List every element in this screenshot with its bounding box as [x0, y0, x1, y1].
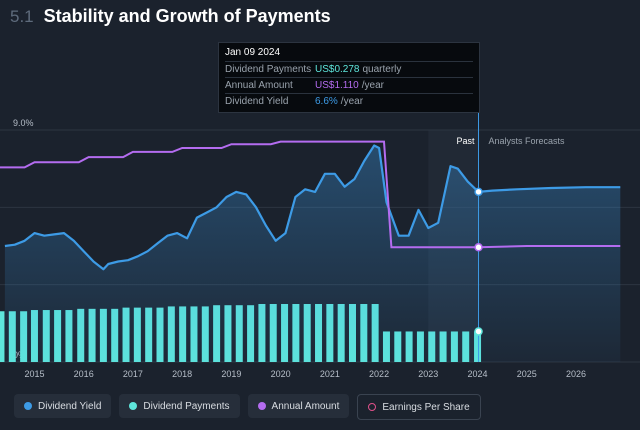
tooltip-value: US$0.278 — [315, 64, 360, 75]
legend-label: Dividend Yield — [38, 400, 102, 412]
x-tick-label: 2020 — [271, 369, 291, 379]
tooltip-value: 6.6% — [315, 96, 338, 107]
x-tick-label: 2016 — [74, 369, 94, 379]
x-tick-label: 2017 — [123, 369, 143, 379]
yield-area — [4, 145, 621, 362]
tooltip-unit: /year — [361, 80, 384, 91]
x-tick-label: 2026 — [566, 369, 586, 379]
legend-label: Dividend Payments — [143, 400, 230, 412]
tooltip-row: Annual Amount US$1.110/year — [225, 77, 473, 93]
section-header: 5.1 Stability and Growth of Payments — [10, 6, 331, 27]
x-tick-label: 2025 — [517, 369, 537, 379]
y-tick-label: 9.0% — [13, 118, 34, 128]
tooltip-row: Dividend Yield 6.6%/year — [225, 93, 473, 109]
annual-amount-line — [0, 140, 621, 249]
section-number: 5.1 — [10, 7, 34, 26]
x-tick-label: 2022 — [369, 369, 389, 379]
tooltip-label: Dividend Yield — [225, 96, 289, 107]
legend-dot-icon — [257, 402, 266, 410]
tooltip-unit: quarterly — [362, 64, 402, 75]
x-tick-label: 2015 — [24, 369, 44, 379]
tooltip-label: Annual Amount — [225, 80, 293, 91]
forecast-label: Analysts Forecasts — [489, 136, 566, 146]
tooltip-value: US$1.110 — [315, 80, 359, 91]
x-tick-label: 2021 — [320, 369, 340, 379]
tooltip-label: Dividend Payments — [225, 64, 312, 75]
hover-point — [474, 243, 483, 252]
legend-dot-icon — [24, 402, 32, 410]
yield-line — [4, 144, 621, 271]
past-label: Past — [457, 136, 476, 146]
tooltip-row: Dividend Payments US$0.278 quarterly — [225, 61, 473, 77]
legend-label: Earnings Per Share — [382, 401, 470, 413]
x-tick-label: 2024 — [468, 369, 488, 379]
legend-dot-icon — [368, 403, 377, 411]
legend-item-earnings-per-share[interactable]: Earnings Per Share — [357, 394, 481, 420]
tooltip-date: Jan 09 2024 — [225, 47, 281, 58]
legend-label: Annual Amount — [271, 400, 340, 412]
legend-item-annual-amount[interactable]: Annual Amount — [247, 394, 350, 418]
hover-point — [474, 327, 483, 336]
x-tick-label: 2023 — [418, 369, 438, 379]
x-tick-label: 2019 — [221, 369, 241, 379]
payment-bar — [0, 311, 5, 362]
hover-point — [474, 187, 483, 197]
x-tick-label: 2018 — [172, 369, 192, 379]
legend-dot-icon — [129, 402, 138, 410]
chart-legend: Dividend Yield Dividend Payments Annual Am… — [14, 394, 481, 420]
legend-item-dividend-payments[interactable]: Dividend Payments — [119, 394, 240, 418]
chart-tooltip: Jan 09 2024 Dividend Payments US$0.278 qua… — [218, 42, 480, 113]
chart-title: Stability and Growth of Payments — [43, 6, 331, 26]
tooltip-unit: /year — [340, 96, 364, 107]
legend-item-dividend-yield[interactable]: Dividend Yield — [14, 394, 112, 418]
